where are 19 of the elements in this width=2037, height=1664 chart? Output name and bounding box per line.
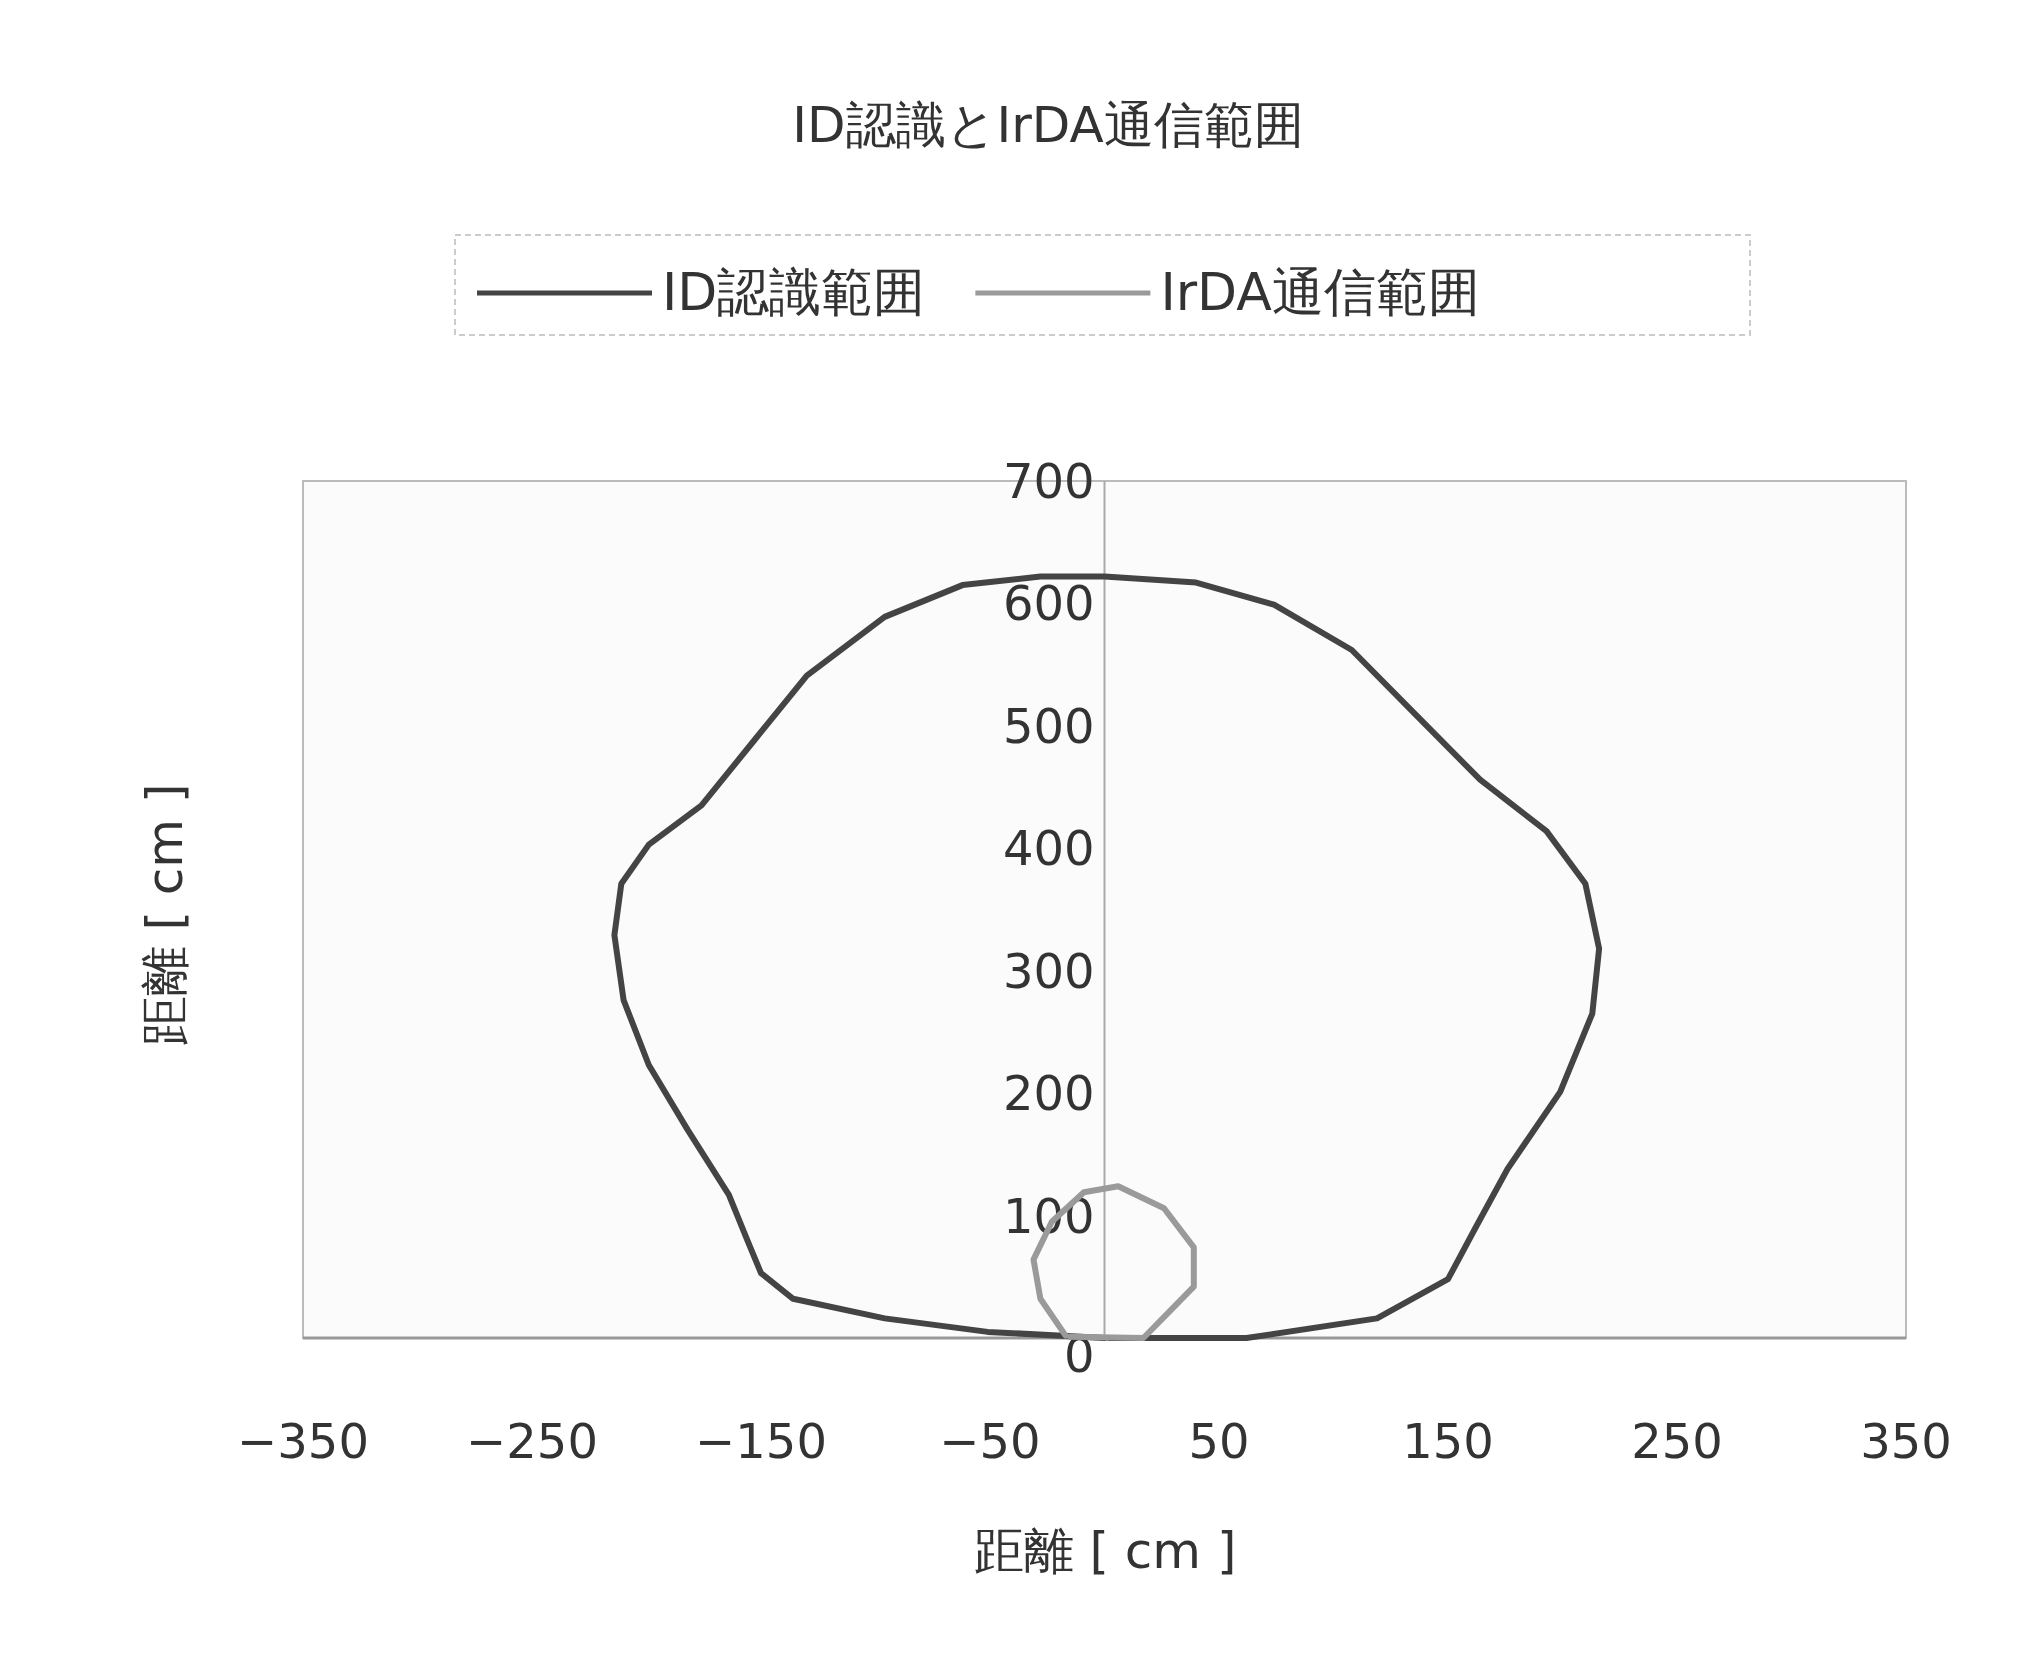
x-axis-title: 距離 [ cm ] xyxy=(973,1522,1237,1580)
chart-title: ID認識とIrDA通信範囲 xyxy=(792,96,1304,154)
x-tick-label: −150 xyxy=(695,1413,827,1469)
x-tick-label: 150 xyxy=(1402,1413,1494,1469)
x-tick-label: 50 xyxy=(1188,1413,1250,1469)
y-axis-title: 距離 [ cm ] xyxy=(136,783,194,1047)
y-tick-label: 200 xyxy=(1002,1065,1095,1122)
y-tick-label: 300 xyxy=(1002,942,1095,999)
x-tick-label: 350 xyxy=(1860,1413,1952,1469)
x-tick-label: 250 xyxy=(1631,1413,1723,1469)
x-tick-label: −50 xyxy=(939,1413,1041,1469)
x-tick-label: −350 xyxy=(237,1413,369,1469)
y-tick-label: 600 xyxy=(1002,575,1095,632)
y-tick-label: 400 xyxy=(1002,820,1095,877)
legend-label: IrDA通信範囲 xyxy=(1160,262,1480,322)
legend-label: ID認識範囲 xyxy=(662,262,926,322)
y-tick-label: 700 xyxy=(1002,453,1095,509)
y-tick-label: 500 xyxy=(1002,697,1095,754)
x-tick-label: −250 xyxy=(466,1413,598,1469)
